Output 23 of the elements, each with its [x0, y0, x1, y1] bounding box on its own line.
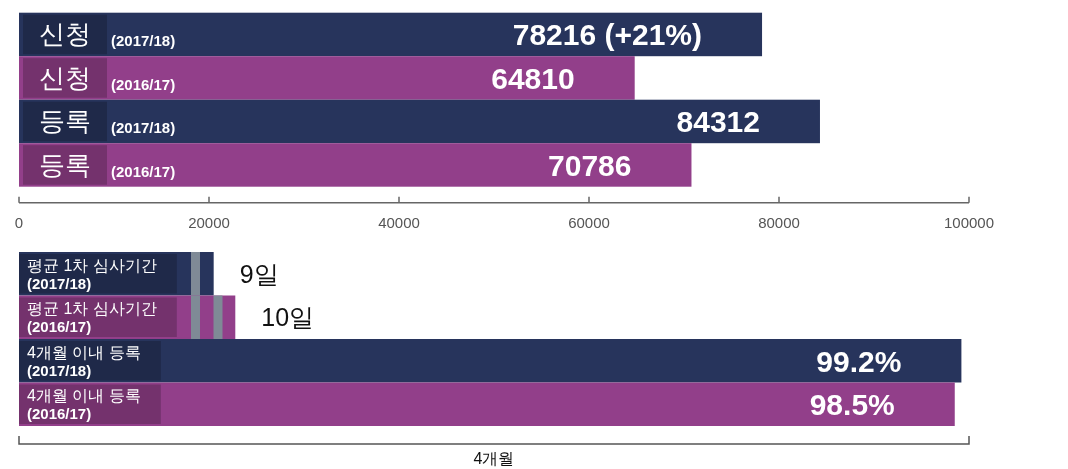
data-label: 70786 — [548, 148, 632, 182]
x-tick-label: 60000 — [568, 213, 610, 231]
y-tick-label: 등록 (2017/18) — [39, 106, 176, 137]
y-tick-label: 평균 1차 심사기간 (2017/18) — [27, 256, 157, 292]
x-tick-label: 100000 — [943, 213, 995, 231]
data-label: 98.5% — [809, 388, 895, 422]
data-label: 84312 — [676, 105, 760, 139]
x-tick-label: 40000 — [378, 213, 420, 231]
data-label: 9일 — [239, 259, 279, 288]
x-tick-label: 20000 — [188, 213, 230, 231]
text: 4개월 — [473, 450, 515, 467]
y-tick-label: 등록 (2016/17) — [39, 149, 176, 180]
data-label: 78216 (+21%) — [512, 18, 703, 52]
y-tick-label: 신청 (2017/18) — [39, 19, 176, 50]
y-tick-label: 신청 (2016/17) — [39, 62, 176, 93]
y-tick-label: 4개월 이내 등록 (2016/17) — [27, 387, 141, 423]
data-label: 10일 — [261, 303, 315, 332]
y-tick-label: 평균 1차 심사기간 (2016/17) — [27, 300, 157, 336]
x-tick-label: 0 — [14, 213, 24, 231]
y-tick-label: 4개월 이내 등록 (2017/18) — [27, 343, 141, 379]
data-label: 64810 — [491, 61, 575, 95]
x-tick-label: 80000 — [758, 213, 800, 231]
data-label: 99.2% — [816, 344, 902, 378]
